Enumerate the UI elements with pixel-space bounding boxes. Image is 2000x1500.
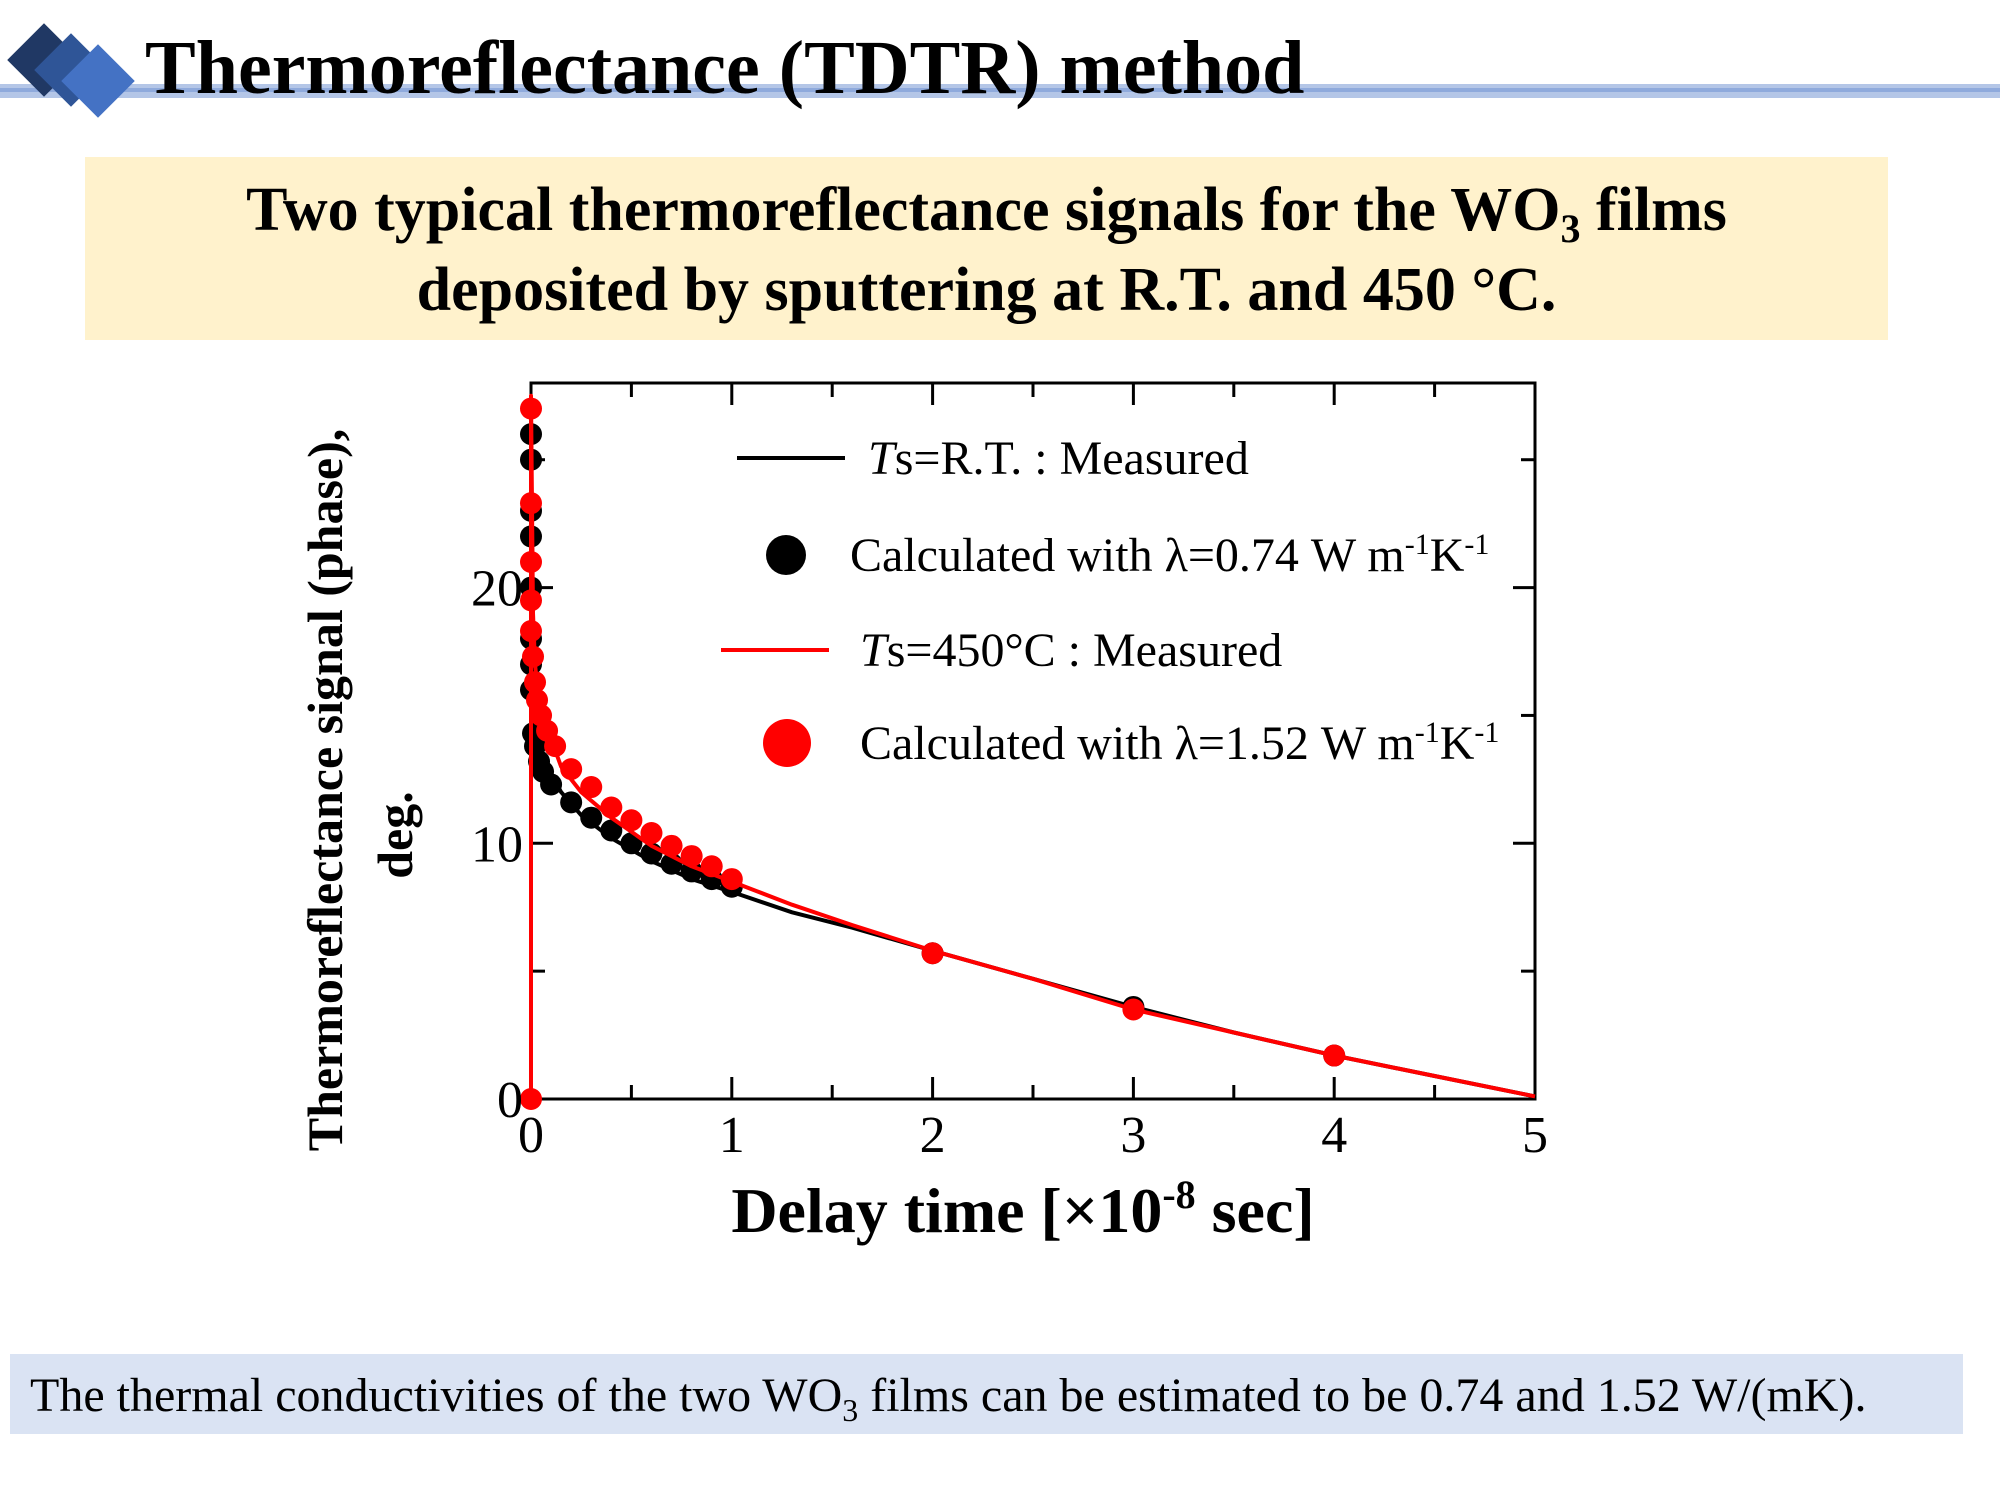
series-point [560, 791, 583, 814]
series-point [520, 620, 542, 643]
series-point [640, 822, 663, 845]
chart-labels: 0 1 2 3 4 5 0 10 20 Delay time [×10-8 sec] Thermor… [297, 429, 1548, 1246]
series-point [1323, 1044, 1346, 1067]
header-underline-accent [0, 88, 2000, 92]
x-tick-label: 3 [1120, 1107, 1146, 1164]
subtitle-line-1-prefix: Two typical thermoreflectance signals fo… [246, 176, 1561, 244]
y-tick-label: 20 [471, 561, 523, 618]
series-point [720, 868, 743, 891]
legend-label: Ts=450°C : Measured [860, 624, 1282, 677]
series-point [580, 806, 603, 829]
series-point [660, 834, 683, 857]
page-title: Thermoreflectance (TDTR) method [145, 26, 1305, 110]
series-point [520, 589, 542, 612]
thermoreflectance-chart: Ts=R.T. : Measured Calculated with λ=0.74… [297, 381, 1548, 1246]
series-point [921, 942, 944, 965]
x-tick-label: 1 [719, 1107, 745, 1164]
series-point [524, 671, 547, 694]
subtitle-line-1-subscript: 3 [1560, 206, 1581, 251]
y-axis-title-line2: deg. [367, 791, 423, 879]
x-tick-label: 5 [1522, 1107, 1548, 1164]
x-axis-title: Delay time [×10-8 sec] [731, 1172, 1314, 1246]
x-tick-label: 2 [920, 1107, 946, 1164]
series-point [700, 855, 723, 878]
y-tick-label: 10 [471, 816, 523, 873]
series-point [680, 845, 703, 868]
legend-dot-swatch [766, 535, 806, 575]
series-point [520, 397, 542, 420]
series-point [520, 1088, 542, 1110]
legend-label: Calculated with λ=0.74 W m-1K-1 [850, 528, 1489, 582]
subtitle-box [85, 157, 1888, 340]
subtitle-line-1-suffix: films [1580, 176, 1727, 244]
conclusion-suffix: films can be estimated to be 0.74 and 1.… [858, 1369, 1867, 1422]
legend-label: Ts=R.T. : Measured [868, 432, 1249, 485]
series-point [680, 860, 703, 883]
y-axis-title-line1: Thermoreflectance signal (phase), [297, 429, 353, 1152]
x-tick-label: 4 [1321, 1107, 1347, 1164]
legend-dot-swatch [763, 719, 811, 767]
series-point [520, 492, 542, 515]
subtitle-line-1: Two typical thermoreflectance signals fo… [85, 172, 1888, 251]
series-point [540, 773, 563, 796]
conclusion-box [10, 1354, 1963, 1434]
legend-label: Calculated with λ=1.52 W m-1K-1 [860, 716, 1499, 770]
series-point [620, 809, 643, 832]
series-point [544, 735, 567, 758]
subtitle-line-2: deposited by sputtering at R.T. and 450 … [416, 256, 1557, 324]
series-point [522, 645, 545, 668]
y-tick-label: 0 [497, 1072, 523, 1129]
conclusion-subscript: 3 [842, 1392, 859, 1428]
series-point [600, 796, 623, 819]
chart-series [520, 393, 1536, 1110]
series-point [520, 551, 542, 573]
series-point [600, 819, 623, 842]
conclusion-text: The thermal conductivities of the two WO… [30, 1366, 1960, 1426]
series-point [580, 776, 603, 799]
series-point [1122, 998, 1145, 1021]
x-tick-label: 0 [518, 1107, 544, 1164]
chart-legend: Ts=R.T. : Measured Calculated with λ=0.74… [721, 432, 1499, 770]
conclusion-prefix: The thermal conductivities of the two WO [30, 1369, 843, 1422]
series-point [560, 758, 583, 781]
